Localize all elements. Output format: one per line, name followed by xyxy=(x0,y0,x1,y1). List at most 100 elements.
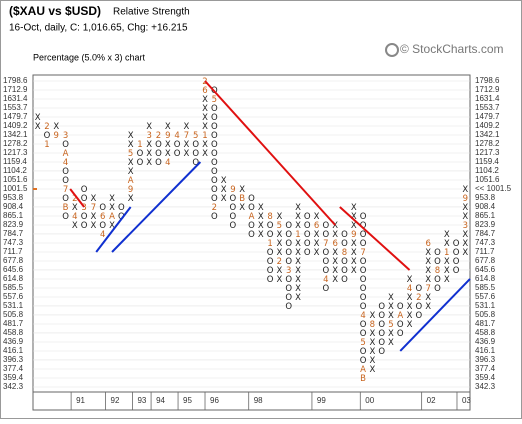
box-symbol: O xyxy=(397,320,404,330)
month-marker: 3 xyxy=(81,203,86,213)
box-symbol: O xyxy=(360,239,367,249)
box-symbol: X xyxy=(53,122,59,132)
y-tick-label-right: 585.5 xyxy=(475,283,496,292)
box-symbol: X xyxy=(351,266,357,276)
month-marker: 1 xyxy=(137,140,142,150)
box-symbol: X xyxy=(332,275,338,285)
box-symbol: X xyxy=(351,248,357,258)
box-symbol: X xyxy=(276,248,282,258)
box-symbol: O xyxy=(211,149,218,159)
y-tick-label: 1217.3 xyxy=(3,148,28,157)
box-symbol: X xyxy=(369,356,375,366)
box-symbol: X xyxy=(295,257,301,267)
month-marker: 2 xyxy=(277,257,282,267)
box-symbol: O xyxy=(62,194,69,204)
x-tick-label: 99 xyxy=(317,396,326,405)
box-symbol: X xyxy=(91,221,97,231)
box-symbol: X xyxy=(295,275,301,285)
box-symbol: O xyxy=(434,284,441,294)
month-marker: 4 xyxy=(407,284,412,294)
chart-info: 16-Oct, daily, C: 1,016.65, Chg: +16.215 xyxy=(9,23,188,34)
month-marker: A xyxy=(397,311,403,321)
month-marker: 1 xyxy=(202,131,207,141)
box-symbol: O xyxy=(360,284,367,294)
y-tick-label-right: 458.8 xyxy=(475,328,496,337)
box-symbol: O xyxy=(304,230,311,240)
box-symbol: X xyxy=(295,293,301,303)
box-symbol: O xyxy=(192,140,199,150)
x-axis-band xyxy=(32,391,471,411)
box-symbol: X xyxy=(184,140,190,150)
box-symbol: X xyxy=(72,203,78,213)
box-symbol: O xyxy=(453,257,460,267)
month-marker: 8 xyxy=(342,248,347,258)
y-tick-label-right: 1712.9 xyxy=(475,85,500,94)
y-tick-label: 359.4 xyxy=(3,373,24,382)
box-symbol: O xyxy=(248,230,255,240)
month-marker: 1 xyxy=(295,230,300,240)
box-symbol: O xyxy=(62,140,69,150)
box-symbol: X xyxy=(239,185,245,195)
month-marker: A xyxy=(360,365,366,375)
column: 26XXXX1XX xyxy=(202,77,208,159)
box-symbol: O xyxy=(360,329,367,339)
y-tick-label: 481.7 xyxy=(3,319,24,328)
month-marker: 8 xyxy=(267,212,272,222)
box-symbol: O xyxy=(341,275,348,285)
box-symbol: X xyxy=(72,221,78,231)
box-symbol: X xyxy=(462,248,468,258)
box-symbol: O xyxy=(341,239,348,249)
box-symbol: O xyxy=(155,149,162,159)
month-marker: 7 xyxy=(184,131,189,141)
box-symbol: O xyxy=(62,167,69,177)
month-marker: A xyxy=(249,212,255,222)
box-symbol: X xyxy=(425,293,431,303)
box-symbol: X xyxy=(202,149,208,159)
box-symbol: X xyxy=(369,347,375,357)
box-symbol: O xyxy=(118,212,125,222)
box-symbol: X xyxy=(369,329,375,339)
box-symbol: X xyxy=(351,212,357,222)
month-marker: 1 xyxy=(444,248,449,258)
box-symbol: X xyxy=(407,293,413,303)
y-tick-label-right: 359.4 xyxy=(475,373,496,382)
month-marker: B xyxy=(360,374,366,384)
box-symbol: X xyxy=(332,257,338,267)
month-marker: 6 xyxy=(202,86,207,96)
box-symbol: X xyxy=(351,239,357,249)
box-symbol: O xyxy=(192,158,199,168)
box-symbol: O xyxy=(416,302,423,312)
month-marker: 6 xyxy=(100,212,105,222)
box-symbol: X xyxy=(407,302,413,312)
column: 4OO xyxy=(174,131,181,159)
month-marker: 9 xyxy=(128,185,133,195)
box-symbol: O xyxy=(118,203,125,213)
box-symbol: X xyxy=(444,230,450,240)
box-symbol: O xyxy=(285,275,292,285)
y-tick-label: 505.8 xyxy=(3,310,24,319)
month-marker: 2 xyxy=(72,194,77,204)
month-marker: 6 xyxy=(314,221,319,231)
box-symbol: X xyxy=(388,329,394,339)
box-symbol: X xyxy=(258,230,264,240)
y-tick-label: 645.6 xyxy=(3,265,24,274)
y-tick-label: 784.7 xyxy=(3,229,24,238)
y-tick-label: 614.8 xyxy=(3,274,24,283)
box-symbol: O xyxy=(341,266,348,276)
box-symbol: X xyxy=(128,167,134,177)
box-symbol: X xyxy=(146,149,152,159)
month-marker: 7 xyxy=(63,185,68,195)
y-tick-label-right: 416.1 xyxy=(475,346,496,355)
box-symbol: O xyxy=(323,221,330,231)
month-marker: 9 xyxy=(54,131,59,141)
y-tick-label: 1278.2 xyxy=(3,139,28,148)
